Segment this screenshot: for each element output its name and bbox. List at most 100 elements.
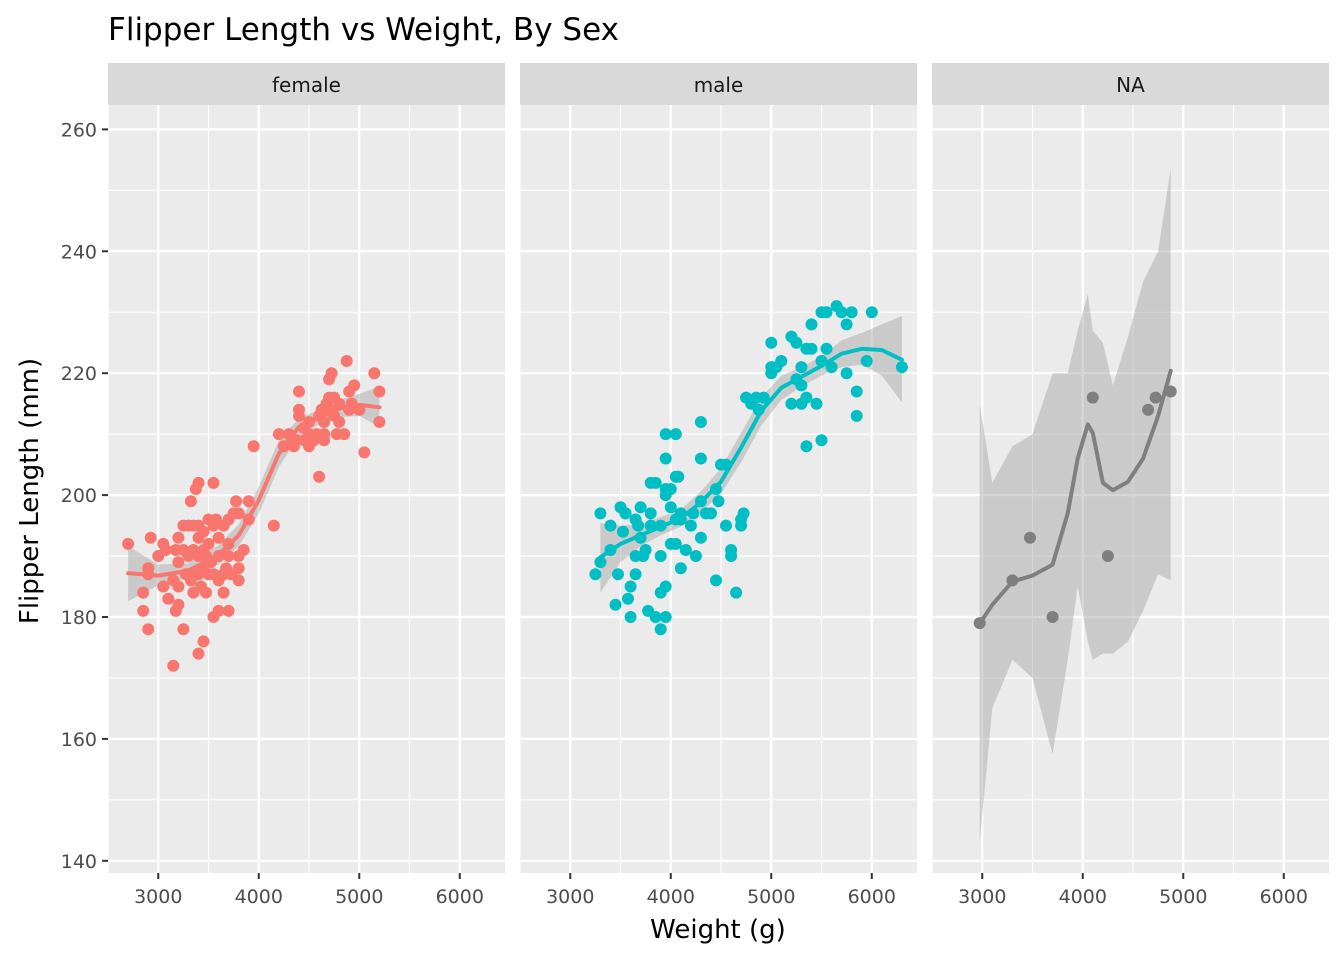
data-point [845,306,858,319]
data-point [669,513,682,526]
x-tick-label: 3000 [958,886,1006,908]
y-tick-label: 240 [61,241,97,263]
data-point [679,544,692,556]
data-point [217,586,230,599]
data-point [222,550,235,562]
data-point [694,531,707,544]
data-point [604,544,617,556]
data-point [860,355,873,367]
data-point [267,519,280,532]
data-point [705,507,717,520]
data-point [122,537,135,550]
data-point [649,611,662,623]
data-point [222,537,235,550]
data-point [659,611,672,623]
data-point [624,611,637,623]
data-point [247,440,260,453]
data-point [200,586,212,599]
data-point [973,617,986,630]
x-axes: 3000 4000 5000 6000 3000 4000 5000 6000 3000 4000… [134,873,1308,908]
data-point [144,531,157,544]
data-point [684,519,697,532]
data-point [820,342,833,355]
data-point [232,507,245,520]
data-point [654,519,667,532]
data-point [1086,391,1099,404]
data-point [795,361,808,374]
data-point [293,385,305,398]
data-point [368,367,381,380]
data-point [589,568,602,581]
facet-panel-female: female [107,63,505,873]
data-point [664,501,677,514]
smooth-line [977,368,1173,626]
data-point [800,440,813,453]
data-point [639,544,652,556]
data-point [649,476,662,489]
x-axis-male: 3000 4000 5000 6000 [546,873,896,908]
data-point [1024,531,1036,544]
data-point [353,403,366,416]
data-point [810,397,823,410]
data-point [192,476,205,489]
data-point [815,434,828,447]
data-point [594,507,607,520]
panel-background [108,105,505,873]
data-point [654,550,667,562]
data-point [644,519,657,532]
data-point [800,391,813,404]
y-axis-title: Flipper Length (mm) [15,358,45,624]
data-point [737,507,750,520]
data-point [340,355,353,367]
data-point [325,367,338,380]
data-point [277,440,290,453]
data-point [232,574,245,587]
data-point [634,501,647,514]
data-point [805,342,818,355]
facet-panel-male: male [519,63,917,873]
data-point [358,446,371,459]
data-point [712,495,725,508]
data-point [659,428,672,441]
data-point [624,580,637,593]
data-point [162,592,175,605]
data-point [137,586,150,599]
data-point [192,647,205,660]
data-point [672,470,685,483]
data-point [629,568,642,581]
data-point [177,623,190,636]
data-point [157,580,170,593]
data-point [318,434,331,447]
data-point [609,598,622,611]
x-tick-label: 3000 [134,886,182,908]
data-point [212,550,225,562]
data-point [775,355,788,367]
facet-strip-label: male [694,73,744,97]
data-point [694,495,707,508]
x-tick-label: 6000 [848,886,896,908]
data-point [207,476,220,489]
data-point [895,361,908,374]
facet-strip [932,63,1329,105]
data-point [318,416,331,428]
data-point [172,598,185,611]
data-point [237,544,250,556]
data-point [612,568,624,581]
data-point [242,513,255,526]
data-point [669,537,682,550]
data-point [373,385,386,398]
x-tick-label: 6000 [436,886,484,908]
data-point [333,397,346,410]
data-point [674,562,687,575]
data-point [865,306,878,319]
facet-strip [108,63,505,105]
data-point [303,416,315,428]
y-tick-label: 200 [61,485,97,507]
data-point [272,428,285,441]
data-point [795,379,808,392]
data-point [735,519,748,532]
data-point [669,428,682,441]
data-point [725,544,738,556]
data-point [634,531,647,544]
data-point [617,525,629,538]
